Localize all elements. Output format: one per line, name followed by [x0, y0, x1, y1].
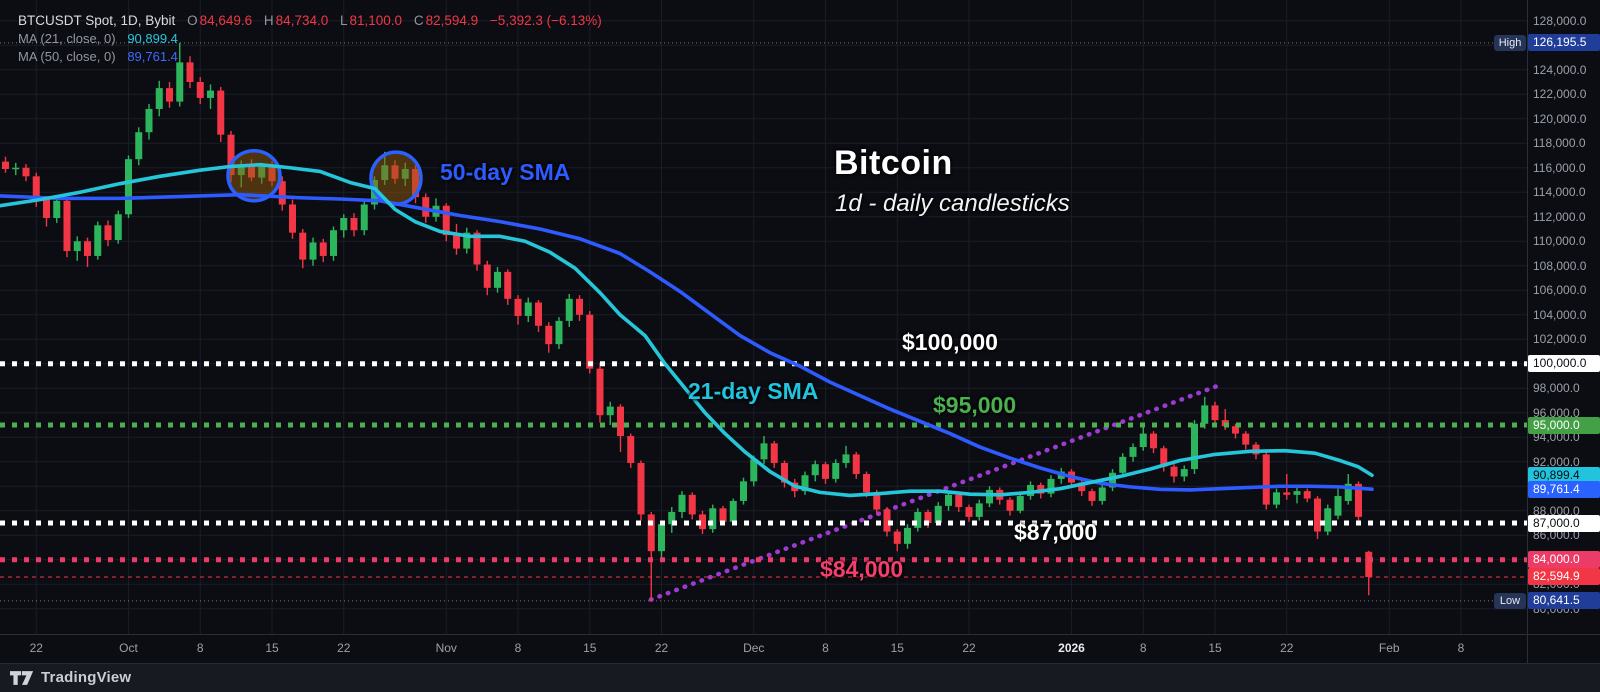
ma21-label: MA (21, close, 0) [18, 31, 116, 46]
level-95k-badge: 95,000.0 [1528, 416, 1600, 434]
price-axis[interactable]: 128,000.0 124,000.0 122,000.0 120,000.0 118,… [1527, 0, 1600, 663]
price-tick-label: 112,000.0 [1533, 209, 1586, 224]
level-84k-badge: 84,000.0 [1528, 551, 1600, 569]
time-tick-label: 8 [514, 641, 522, 655]
tradingview-logo[interactable]: TradingView [10, 669, 131, 686]
time-tick-label: 22 [337, 641, 351, 655]
time-tick-label: 8 [1457, 641, 1465, 655]
low-label: L [340, 13, 348, 28]
time-tick-label: 15 [890, 641, 904, 655]
price-tick-label: 120,000.0 [1533, 111, 1587, 126]
price-tick-label: 106,000.0 [1533, 283, 1587, 298]
level-84k-annotation[interactable]: $84,000 [820, 556, 904, 582]
price-tick-label: 122,000.0 [1533, 87, 1587, 102]
price-tick-label: 104,000.0 [1533, 307, 1587, 322]
time-tick-label: 22 [1280, 641, 1294, 655]
price-tick-label: 124,000.0 [1533, 62, 1587, 77]
price-tick-label: 92,000.0 [1533, 454, 1580, 469]
open-value: 84,649.6 [199, 13, 253, 28]
time-tick-label: Dec [743, 641, 765, 655]
price-tick-label: 98,000.0 [1533, 381, 1580, 396]
symbol-row[interactable]: BTCUSDT Spot, 1D, Bybit O 84,649.6 H 84,73… [18, 12, 602, 30]
price-tick-label: 116,000.0 [1533, 160, 1586, 175]
level-95k-annotation[interactable]: $95,000 [933, 392, 1017, 418]
low-value: 81,100.0 [349, 13, 403, 28]
footer-bar: TradingView [0, 663, 1600, 692]
time-axis[interactable]: 22 Oct 8 15 22 Nov 8 15 22 Dec 8 15 22 2026 8 15 22 Feb 8 [0, 634, 1600, 664]
time-tick-label: 22 [29, 641, 43, 655]
ma21-indicator-row[interactable]: MA (21, close, 0) 90,899.4 [18, 30, 602, 48]
price-tick-label: 102,000.0 [1533, 332, 1587, 347]
last-price-badge: 82,594.9 [1528, 568, 1600, 586]
high-value: 84,734.0 [275, 13, 329, 28]
time-tick-label: 15 [1208, 641, 1222, 655]
high-marker-chip: High [1494, 34, 1526, 51]
chart-title: Bitcoin [834, 144, 953, 182]
price-tick-label: 110,000.0 [1533, 234, 1586, 249]
chart-subtitle: 1d - daily candlesticks [835, 190, 1070, 217]
close-label: C [413, 13, 424, 28]
time-tick-label: 22 [654, 641, 669, 655]
legend: BTCUSDT Spot, 1D, Bybit O 84,649.6 H 84,73… [18, 12, 602, 66]
ma21-price-badge: 90,899.4 [1528, 466, 1600, 484]
time-tick-label: 8 [822, 641, 829, 655]
close-value: 82,594.9 [425, 13, 479, 28]
price-axis-divider [1527, 0, 1528, 663]
ma50-indicator-row[interactable]: MA (50, close, 0) 89,761.4 [18, 48, 602, 66]
time-tick-label: 8 [196, 641, 204, 655]
price-tick-label: 96,000.0 [1533, 405, 1580, 420]
time-tick-label: 22 [962, 641, 976, 655]
time-tick-label: 15 [265, 641, 279, 655]
time-tick-label: Nov [435, 641, 457, 655]
level-87k-badge: 87,000.0 [1528, 514, 1600, 532]
time-tick-label: 8 [1139, 641, 1147, 655]
low-price-badge: 80,641.5 [1528, 592, 1600, 610]
price-tick-label: 88,000.0 [1533, 503, 1580, 518]
price-tick-label: 94,000.0 [1533, 430, 1580, 445]
level-100k-annotation[interactable]: $100,000 [902, 329, 998, 355]
ma50-value: 89,761.4 [127, 49, 178, 64]
level-100k-badge: 100,000.0 [1528, 355, 1600, 373]
symbol-title[interactable]: BTCUSDT Spot, 1D, Bybit [18, 13, 176, 28]
tradingview-logo-text: TradingView [41, 669, 132, 686]
price-tick-label: 128,000.0 [1533, 13, 1587, 28]
price-tick-label: 86,000.0 [1533, 528, 1580, 543]
change-value: −5,392.3 (−6.13%) [489, 13, 602, 28]
price-tick-label: 114,000.0 [1533, 185, 1586, 200]
open-label: O [187, 13, 198, 28]
price-tick-label: 118,000.0 [1533, 136, 1586, 151]
price-tick-label: 108,000.0 [1533, 258, 1587, 273]
time-tick-label: 2026 [1058, 641, 1085, 655]
time-tick-label: Feb [1378, 641, 1400, 655]
high-price-badge: 126,195.5 [1528, 34, 1600, 52]
time-tick-label: Oct [119, 641, 138, 655]
level-87k-annotation[interactable]: $87,000 [1014, 519, 1098, 545]
ma50-price-badge: 89,761.4 [1528, 480, 1600, 498]
time-tick-label: 15 [583, 641, 597, 655]
low-marker-chip: Low [1494, 592, 1526, 609]
sma50-annotation[interactable]: 50-day SMA [440, 159, 571, 185]
tradingview-logo-icon [10, 670, 34, 685]
sma21-annotation[interactable]: 21-day SMA [688, 378, 819, 404]
ma50-label: MA (50, close, 0) [18, 49, 116, 64]
ma21-value: 90,899.4 [127, 31, 178, 46]
high-label: H [263, 13, 274, 28]
